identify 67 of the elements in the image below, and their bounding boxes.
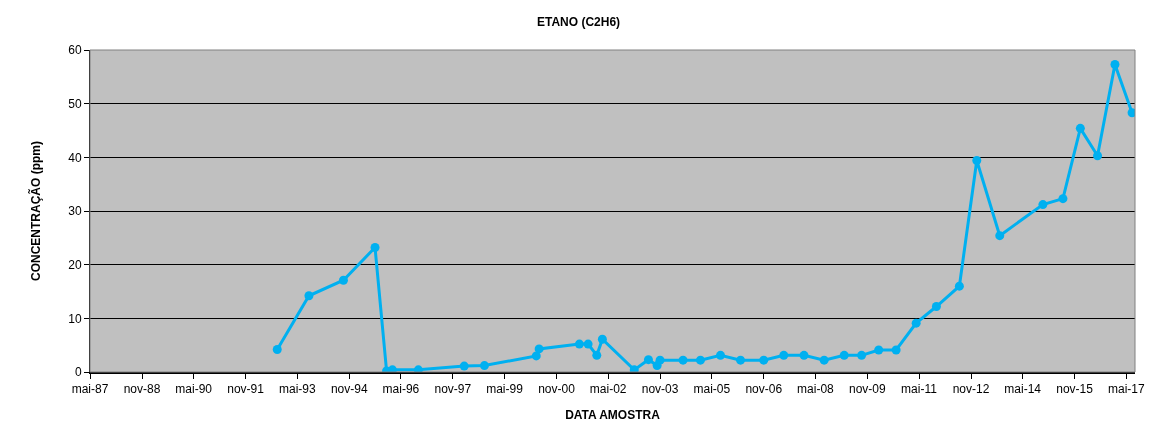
x-tick-label: mai-90 [175,382,213,397]
point [1110,59,1120,69]
point [839,350,849,360]
x-tick-label: nov-88 [123,382,161,397]
point [338,275,348,285]
point [799,350,809,360]
point [272,344,282,354]
x-tick-label: nov-94 [330,382,368,397]
y-tick-label: 40 [68,150,82,165]
y-axis-title: CONCENTRAÇÃO (ppm) [27,141,43,281]
point [592,350,602,360]
point [972,156,982,166]
point [931,302,941,312]
y-tick-label: 60 [68,43,82,58]
y-tick-label: 20 [68,257,82,272]
y-tick-label: 30 [68,204,82,219]
point [678,355,688,365]
point [819,355,829,365]
point [479,361,489,371]
point [597,334,607,344]
x-tick-label: nov-12 [952,382,990,397]
point [304,291,314,301]
x-tick-label: nov-00 [538,382,576,397]
point [695,355,705,365]
x-tick-label: nov-06 [745,382,783,397]
point [891,345,901,355]
point [574,339,584,349]
point [995,231,1005,241]
y-tick-label: 0 [74,365,82,380]
point [779,350,789,360]
point [911,318,921,328]
y-tick-label: 10 [68,311,82,326]
x-axis-title: DATA AMOSTRA [565,407,661,422]
chart-title: ETANO (C2H6) [536,14,621,29]
point [655,355,665,365]
point [874,345,884,355]
x-tick-label: nov-97 [434,382,472,397]
x-tick-label: mai-93 [278,382,316,397]
point [459,361,469,371]
point [534,344,544,354]
x-tick-label: mai-11 [901,382,938,397]
x-tick-label: mai-17 [1107,382,1145,397]
point [1093,151,1103,161]
point [1058,194,1068,204]
point [1075,123,1085,133]
point [643,355,653,365]
point [370,242,380,252]
x-tick-label: mai-87 [71,382,109,397]
point [954,281,964,291]
x-tick-label: nov-09 [849,382,887,397]
y-tick-label: 50 [68,96,82,111]
point [736,355,746,365]
x-tick-label: nov-03 [641,382,679,397]
x-tick-label: nov-15 [1056,382,1094,397]
x-tick-label: mai-02 [589,382,627,397]
x-tick-label: mai-08 [797,382,835,397]
x-tick-label: mai-96 [382,382,420,397]
x-tick-label: mai-14 [1004,382,1042,397]
point [531,351,541,361]
point [716,350,725,360]
point [1038,200,1048,210]
x-tick-label: nov-91 [227,382,265,397]
point [759,355,769,365]
x-tick-label: mai-05 [693,382,731,397]
x-tick-label: mai-99 [486,382,524,397]
point [857,350,867,360]
point [583,339,593,349]
